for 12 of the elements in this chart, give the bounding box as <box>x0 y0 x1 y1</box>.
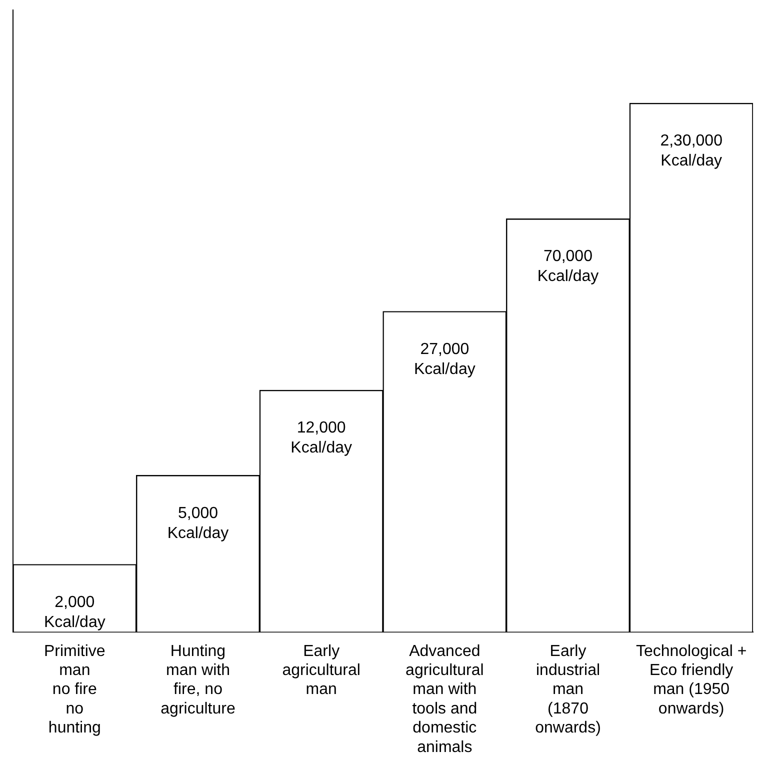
x-tick-label: Advanced agricultural man with tools and domestic animals <box>406 642 484 756</box>
x-tick-label: Early agricultural man <box>282 642 360 698</box>
x-tick-label: Early industrial man (1870 onwards) <box>535 642 601 737</box>
x-tick-label: Technological + Eco friendly man (1950 onwards) <box>636 642 747 718</box>
data-label: 12,000 Kcal/day <box>290 420 352 457</box>
data-label: 2,000 Kcal/day <box>44 594 106 631</box>
data-label: 5,000 Kcal/day <box>167 504 229 542</box>
data-label: 2,30,000 Kcal/day <box>660 132 723 170</box>
x-tick-label: Hunting man with fire, no agriculture <box>160 642 236 718</box>
data-label: 70,000 Kcal/day <box>537 248 599 286</box>
x-tick-label: Primitive man no fire no hunting <box>44 642 106 737</box>
data-label: 27,000 Kcal/day <box>414 340 476 378</box>
